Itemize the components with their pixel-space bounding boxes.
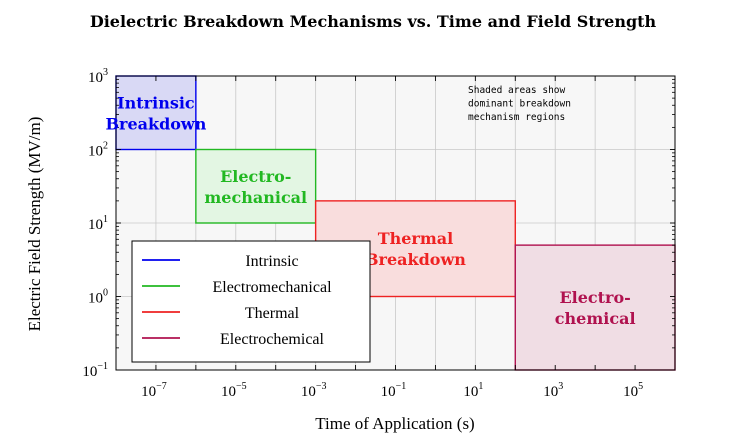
region-intrinsic	[115, 75, 197, 151]
x-tick-label: 103	[543, 381, 563, 400]
chart-title: Dielectric Breakdown Mechanisms vs. Time…	[90, 12, 657, 31]
region-label-electromechanical: mechanical	[204, 188, 307, 207]
x-tick-label: 105	[623, 381, 643, 400]
x-tick-label: 10−1	[381, 381, 407, 400]
legend-box	[131, 240, 371, 363]
x-tick-label: 10−7	[141, 381, 167, 400]
region-label-thermal: Breakdown	[365, 250, 466, 269]
annotation-line: Shaded areas show	[468, 85, 566, 96]
region-label-intrinsic: Breakdown	[105, 114, 206, 133]
region-label-electromechanical: Electro-	[220, 167, 291, 186]
y-tick-label: 10−1	[82, 361, 108, 380]
region-electrochemical	[514, 244, 676, 371]
y-axis-label: Electric Field Strength (MV/m)	[25, 117, 44, 332]
region-label-electrochemical: chemical	[555, 309, 636, 328]
region-label-electrochemical: Electro-	[559, 288, 630, 307]
legend-label-thermal: Thermal	[245, 305, 300, 322]
annotation-line: dominant breakdown	[468, 99, 571, 110]
region-electromechanical	[195, 148, 317, 224]
region-label-thermal: Thermal	[378, 229, 454, 248]
legend-label-electrochemical: Electrochemical	[220, 331, 324, 348]
annotation-line: mechanism regions	[468, 112, 565, 123]
y-tick-label: 102	[88, 141, 108, 160]
legend-label-electromechanical: Electromechanical	[212, 279, 332, 296]
y-tick-label: 103	[88, 67, 108, 86]
region-label-intrinsic: Intrinsic	[117, 93, 195, 112]
y-tick-label: 100	[88, 288, 108, 307]
annotation-note: Shaded areas show dominant breakdown mecha…	[468, 85, 571, 123]
x-tick-label: 101	[463, 381, 483, 400]
y-tick-label: 101	[88, 214, 108, 233]
x-tick-label: 10−5	[221, 381, 247, 400]
legend-label-intrinsic: Intrinsic	[245, 253, 298, 270]
x-tick-label: 10−3	[301, 381, 327, 400]
x-axis-label: Time of Application (s)	[315, 414, 474, 433]
legend: Intrinsic Electromechanical Thermal Electro…	[131, 240, 371, 363]
